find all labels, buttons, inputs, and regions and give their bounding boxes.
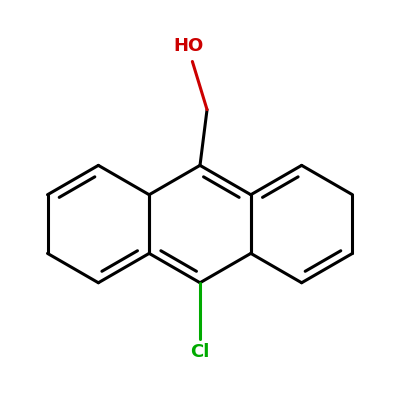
Text: Cl: Cl [190,343,210,361]
Text: HO: HO [173,37,204,55]
